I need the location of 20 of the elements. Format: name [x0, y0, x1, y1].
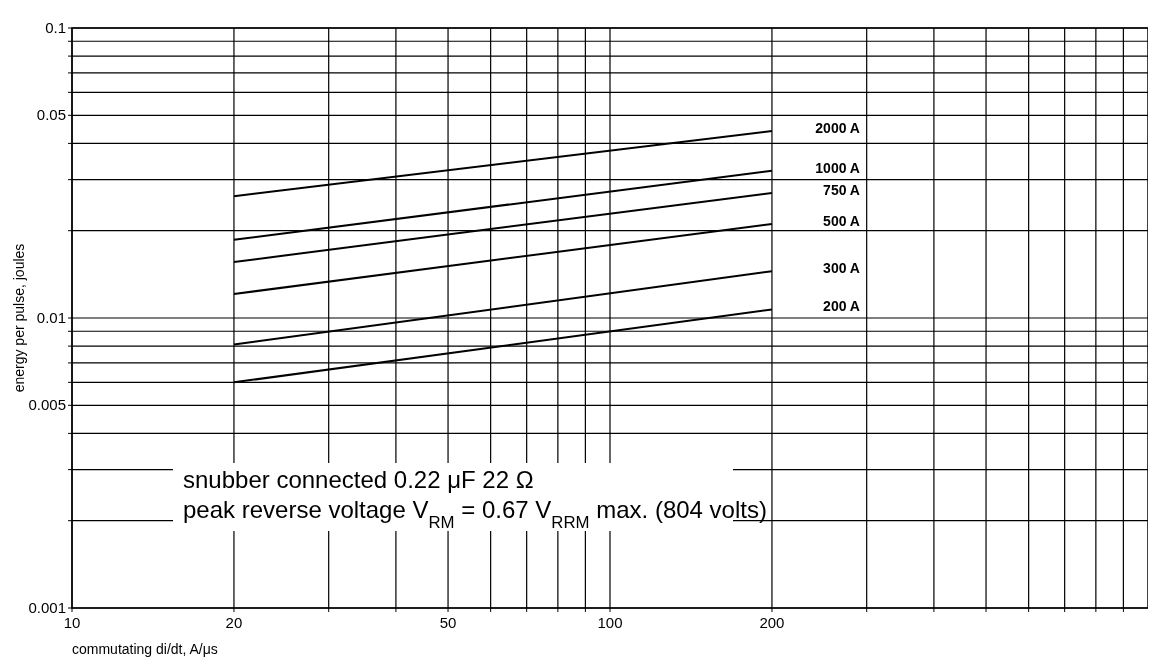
y-axis-title: energy per pulse, joules	[11, 243, 27, 393]
text: 200 A	[823, 298, 860, 315]
x-tick-label: 10	[63, 614, 81, 631]
text: 500 A	[823, 212, 860, 229]
x-tick-label: 100	[597, 614, 623, 631]
annotation: snubber connected 0.22 μF 22 Ω	[183, 466, 534, 493]
y-tick-label: 0.005	[28, 396, 66, 414]
text: 1000 A	[815, 159, 860, 176]
y-tick-label: 0.05	[36, 106, 66, 124]
x-tick-label: 200	[759, 614, 785, 631]
y-tick-label: 0.01	[36, 309, 66, 326]
y-tick-label: 0.1	[45, 19, 66, 36]
text: 300 A	[823, 260, 860, 277]
x-tick-label: 50	[439, 614, 457, 631]
x-axis-title: commutating di/dt, A/μs	[72, 641, 218, 657]
y-tick-label: 0.001	[28, 599, 66, 616]
annotation: peak reverse voltage V$_{RM}$ = 0.67 V$_{RRM}$ max. (804 volts)	[183, 496, 767, 532]
text: 750 A	[823, 181, 860, 198]
text: 2000 A	[815, 120, 860, 137]
x-tick-label: 20	[225, 614, 243, 631]
